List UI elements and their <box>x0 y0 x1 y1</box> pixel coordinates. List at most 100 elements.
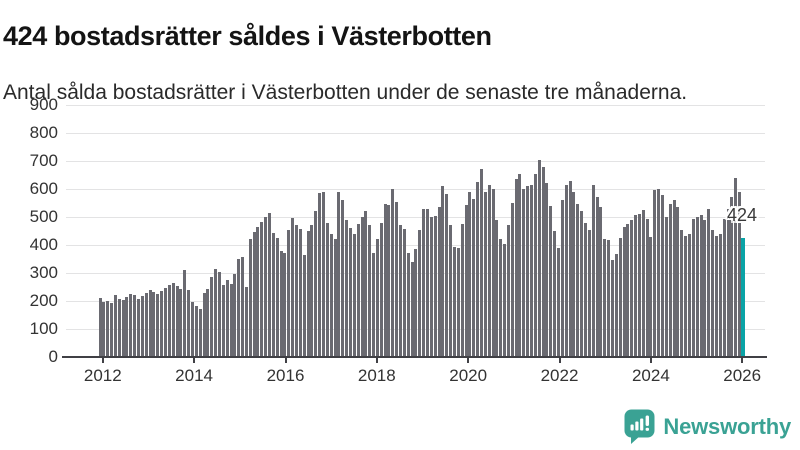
bar <box>187 290 191 357</box>
bar <box>125 296 129 357</box>
bar <box>275 238 279 357</box>
bar <box>422 208 426 357</box>
bar <box>557 247 560 357</box>
x-axis-label: 2016 <box>266 366 305 385</box>
bar <box>541 166 545 357</box>
bar <box>634 215 638 357</box>
bar <box>526 186 530 357</box>
bar <box>364 211 368 357</box>
bar <box>314 211 318 357</box>
x-axis-tick <box>467 358 470 363</box>
bar <box>503 243 507 357</box>
bar <box>337 191 341 357</box>
newsworthy-logo: Newsworthy <box>623 408 791 445</box>
y-axis-label: 900 <box>29 95 58 114</box>
bar <box>148 289 152 357</box>
bar <box>495 219 499 357</box>
newsworthy-logo-icon <box>624 409 655 444</box>
bar <box>194 305 198 357</box>
bar <box>572 191 576 357</box>
bar <box>476 182 480 357</box>
bar <box>133 295 137 357</box>
bar <box>603 239 607 357</box>
x-axis-label: 2018 <box>357 366 396 385</box>
bar <box>560 200 564 357</box>
bar <box>395 202 399 357</box>
bar <box>210 276 214 357</box>
bar <box>406 253 410 357</box>
x-axis-label: 2014 <box>175 366 213 385</box>
bar <box>360 217 364 357</box>
bar <box>618 238 622 357</box>
gridline-y-600 <box>66 188 765 190</box>
x-axis-tick <box>558 358 561 363</box>
bar <box>472 198 476 357</box>
bar <box>387 205 391 357</box>
gridline-y-500 <box>66 216 765 218</box>
gridline-y-400 <box>66 244 765 246</box>
bar <box>672 200 676 357</box>
bar <box>414 248 418 357</box>
bar <box>140 296 144 357</box>
bar <box>391 189 395 357</box>
bar <box>583 222 587 357</box>
bar <box>460 223 464 357</box>
bar <box>730 197 734 357</box>
bar <box>279 250 283 357</box>
bar <box>645 218 649 357</box>
bar <box>641 210 645 357</box>
bar <box>599 206 603 357</box>
bar <box>206 288 210 357</box>
bar <box>345 219 349 357</box>
bar <box>607 240 611 357</box>
bar <box>703 220 707 357</box>
bar <box>333 239 337 357</box>
bar <box>318 193 322 357</box>
bar <box>456 247 460 357</box>
bar <box>468 192 472 357</box>
bar <box>260 221 264 357</box>
page-title: 424 bostadsrätter såldes i Västerbotten <box>3 21 492 52</box>
bar <box>418 230 422 357</box>
bar <box>433 215 437 357</box>
bar <box>198 308 202 357</box>
bar <box>264 216 268 357</box>
bar <box>295 225 298 357</box>
bar <box>179 289 183 357</box>
highlighted-bar <box>741 238 746 357</box>
bar <box>214 268 218 357</box>
bar <box>410 261 414 357</box>
bar <box>518 173 522 357</box>
bar <box>152 292 156 357</box>
bar <box>553 231 557 357</box>
bar <box>156 294 160 357</box>
bar <box>622 227 626 357</box>
bar <box>383 204 387 357</box>
bar <box>568 180 572 357</box>
bar <box>449 225 453 357</box>
bar <box>483 191 487 357</box>
bar <box>549 205 553 357</box>
bar <box>664 217 668 357</box>
x-axis-label: 2012 <box>83 366 122 385</box>
x-axis-tick <box>101 358 104 363</box>
bar <box>399 225 403 357</box>
bar <box>576 204 580 357</box>
bar <box>653 190 657 357</box>
bar <box>164 287 167 357</box>
bar <box>217 272 221 357</box>
gridline-y-900 <box>66 104 765 106</box>
bar <box>325 222 329 357</box>
bar <box>564 184 568 357</box>
bar <box>676 207 680 357</box>
bar <box>167 284 171 357</box>
bar <box>372 253 376 357</box>
bar <box>649 236 653 357</box>
bar <box>680 230 684 357</box>
highlight-value-label: 424 <box>726 205 758 225</box>
y-axis-label: 200 <box>29 291 58 310</box>
bar <box>711 230 715 357</box>
y-axis-label: 800 <box>29 123 58 142</box>
y-axis-label: 700 <box>29 151 58 170</box>
